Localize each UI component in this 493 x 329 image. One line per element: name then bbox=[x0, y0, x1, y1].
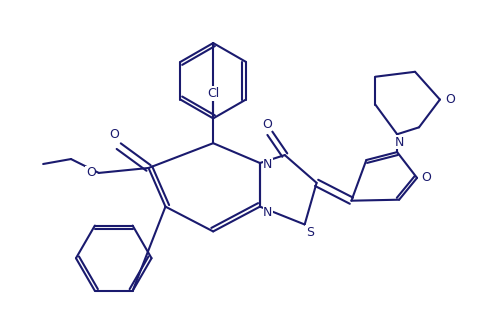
Text: N: N bbox=[394, 136, 404, 149]
Text: O: O bbox=[262, 118, 272, 131]
Text: N: N bbox=[263, 206, 273, 219]
Text: S: S bbox=[306, 226, 314, 239]
Text: Cl: Cl bbox=[207, 87, 219, 100]
Text: O: O bbox=[445, 93, 455, 106]
Text: O: O bbox=[421, 171, 431, 184]
Text: O: O bbox=[86, 166, 96, 179]
Text: O: O bbox=[109, 128, 119, 141]
Text: N: N bbox=[263, 159, 273, 171]
